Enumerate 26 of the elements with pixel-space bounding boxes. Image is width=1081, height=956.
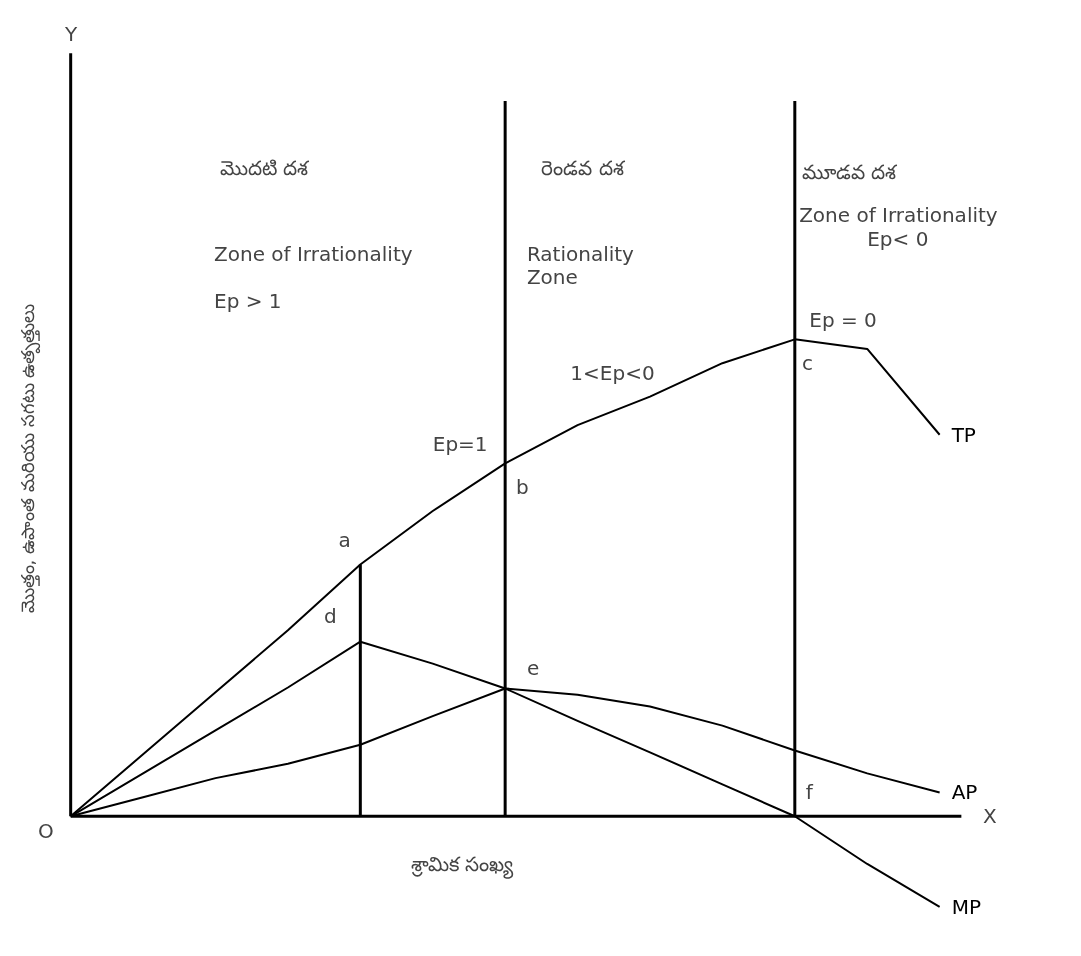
text: Y [63,22,78,47]
y-axis-title: మొత్తం, ఉపాంత మరియు సగటు ఉత్పత్తులు [16,303,41,614]
text: రెండవ దశ [541,155,626,180]
text: Ep< 0 [867,227,929,252]
x-axis-title: శ్రామిక సంఖ్య [410,851,514,879]
series-label: AP [951,780,978,805]
annotation: f [805,780,814,805]
text: Ep = 0 [809,308,877,333]
text: X [983,804,998,829]
annotation: a [338,527,351,552]
text: మొదటి దశ [219,155,311,180]
text: Zone of Irrationality [799,203,998,228]
text: Rationality [526,241,635,266]
annotation: 1<Ep<0 [570,360,655,385]
annotation: d [324,603,337,628]
series-label: TP [950,422,976,447]
text: Zone of Irrationality [214,241,413,266]
annotation: Ep=1 [432,432,488,457]
text: Zone [526,265,578,290]
text: Ep > 1 [214,289,282,314]
annotation: b [516,475,529,500]
text: O [38,818,54,843]
series-label: MP [951,894,981,919]
annotation: c [802,351,814,376]
annotation: e [526,656,540,681]
text: మూడవ దశ [802,160,899,185]
